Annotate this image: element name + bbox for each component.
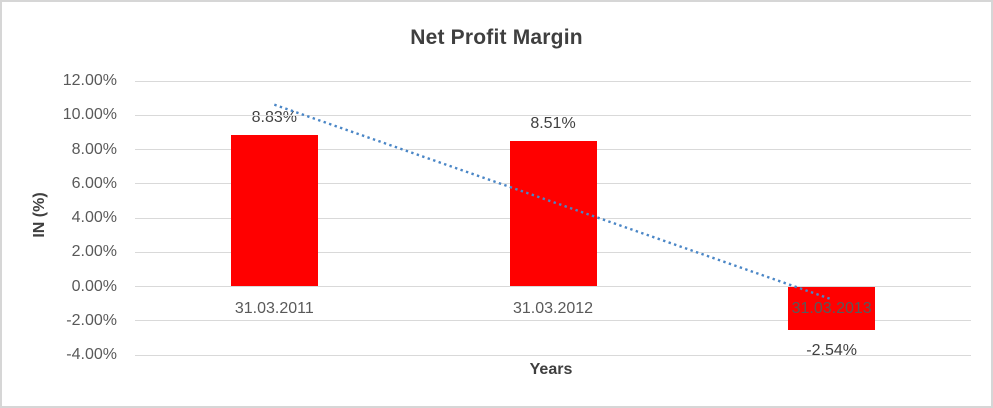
gridline — [135, 80, 971, 82]
gridline — [135, 320, 971, 322]
data-label: 8.83% — [251, 109, 298, 127]
y-tick-label: 8.00% — [71, 140, 117, 158]
y-tick-label: 2.00% — [71, 243, 117, 261]
category-label: 31.03.2013 — [791, 300, 872, 317]
gridline — [135, 114, 971, 116]
bar — [230, 135, 318, 287]
x-axis-title: Years — [529, 361, 573, 378]
y-tick-label: -2.00% — [66, 311, 117, 329]
y-tick-label: 12.00% — [62, 72, 117, 89]
chart-title: Net Profit Margin — [410, 26, 583, 49]
y-tick-label: 10.00% — [62, 106, 117, 124]
y-tick-label: 0.00% — [71, 277, 117, 295]
y-tick-label: -4.00% — [66, 346, 117, 363]
category-label: 31.03.2012 — [512, 300, 594, 317]
data-label: 8.51% — [530, 114, 576, 132]
gridline — [135, 354, 971, 356]
bar — [509, 140, 597, 287]
y-tick-label: 4.00% — [71, 209, 117, 226]
category-label: 31.03.2011 — [234, 300, 314, 317]
data-label: -2.54% — [806, 341, 857, 359]
y-tick-label: 6.00% — [71, 174, 117, 192]
